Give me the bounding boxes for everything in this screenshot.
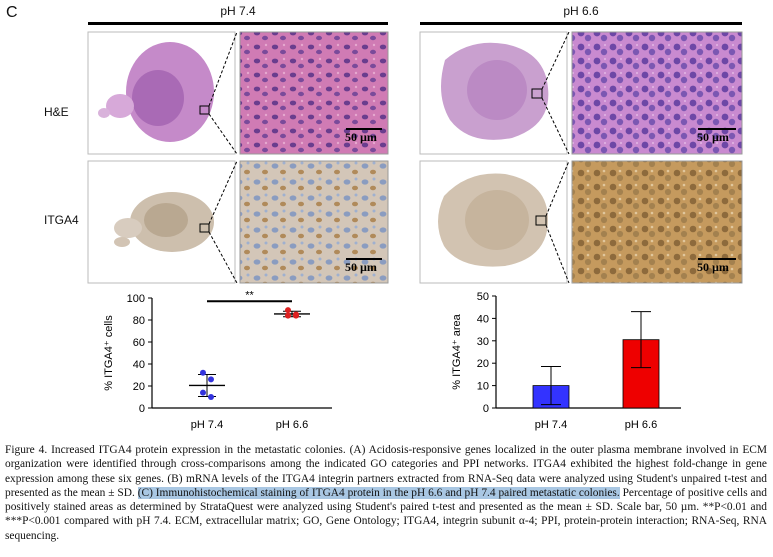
scale-bar-label: 50 µm <box>345 130 377 144</box>
y-tick-label: 0 <box>483 403 489 415</box>
x-tick-label: pH 6.6 <box>276 419 308 431</box>
scale-bar-label: 50 µm <box>697 260 729 274</box>
scale-bar-line <box>346 128 382 130</box>
scale-bar-label: 50 µm <box>697 130 729 144</box>
y-tick-label: 20 <box>477 358 489 370</box>
y-tick-label: 40 <box>477 313 489 325</box>
he-ph66-zoom <box>571 31 743 155</box>
itga4-ph66-overview <box>419 160 570 284</box>
panel-letter: C <box>6 4 18 21</box>
x-tick-label: pH 7.4 <box>191 419 223 431</box>
row-label-itga4: ITGA4 <box>44 213 79 227</box>
data-point <box>208 376 214 383</box>
itga4-ph74-overview <box>87 160 238 284</box>
significance-label: ** <box>245 289 254 301</box>
he-ph66-overview <box>419 31 570 155</box>
scale-bar-label: 50 µm <box>345 260 377 274</box>
data-point <box>293 311 299 318</box>
micrograph-grid <box>87 31 743 284</box>
he-ph74-overview <box>87 31 238 155</box>
data-point <box>285 312 291 319</box>
y-tick-label: 10 <box>477 381 489 393</box>
y-tick-label: 100 <box>127 293 145 305</box>
row-label-he: H&E <box>44 105 69 119</box>
scale-bar-line <box>698 258 736 260</box>
scale-bar-line <box>698 128 736 130</box>
x-tick-label: pH 6.6 <box>625 419 657 431</box>
caption-highlight: (C) Immunohistochemical staining of ITGA… <box>137 486 620 499</box>
y-tick-label: 20 <box>133 381 145 393</box>
y-tick-label: 0 <box>139 403 145 415</box>
he-ph74-zoom <box>239 31 389 155</box>
itga4-cells-dot-plot: 0 20 40 60 80 100 % ITGA4⁺ cells pH 7.4 pH 6.6 ** <box>103 289 332 431</box>
y-tick-label: 30 <box>477 336 489 348</box>
y-tick-label: 50 <box>477 291 489 303</box>
group-bar-ph74 <box>88 22 388 25</box>
data-point <box>200 369 206 376</box>
itga4-ph74-zoom <box>239 160 389 284</box>
group-bar-ph66 <box>420 22 742 25</box>
caption-part-1: Figure 4. Increased ITGA4 protein expres… <box>5 444 767 499</box>
scale-bar-line <box>346 258 382 260</box>
y-tick-label: 80 <box>133 315 145 327</box>
caption-part-2: Percentage of positive cells and positiv… <box>5 486 767 542</box>
y-tick-label: 60 <box>133 337 145 349</box>
group-title-ph74: pH 7.4 <box>220 4 256 18</box>
itga4-ph66-zoom <box>571 160 743 284</box>
data-point <box>208 394 214 400</box>
y-tick-label: 40 <box>133 359 145 371</box>
data-point <box>200 389 206 396</box>
y-axis-label: % ITGA4⁺ cells <box>103 315 115 391</box>
group-title-ph66: pH 6.6 <box>563 4 599 18</box>
x-tick-label: pH 7.4 <box>535 419 567 431</box>
itga4-area-bar-chart: 0 10 20 30 40 50 % ITGA4⁺ area pH 7.4 pH 6.6 <box>451 291 681 431</box>
figure-caption: Figure 4. Increased ITGA4 protein expres… <box>5 443 767 543</box>
data-point <box>285 307 291 314</box>
y-axis-label: % ITGA4⁺ area <box>451 313 463 389</box>
